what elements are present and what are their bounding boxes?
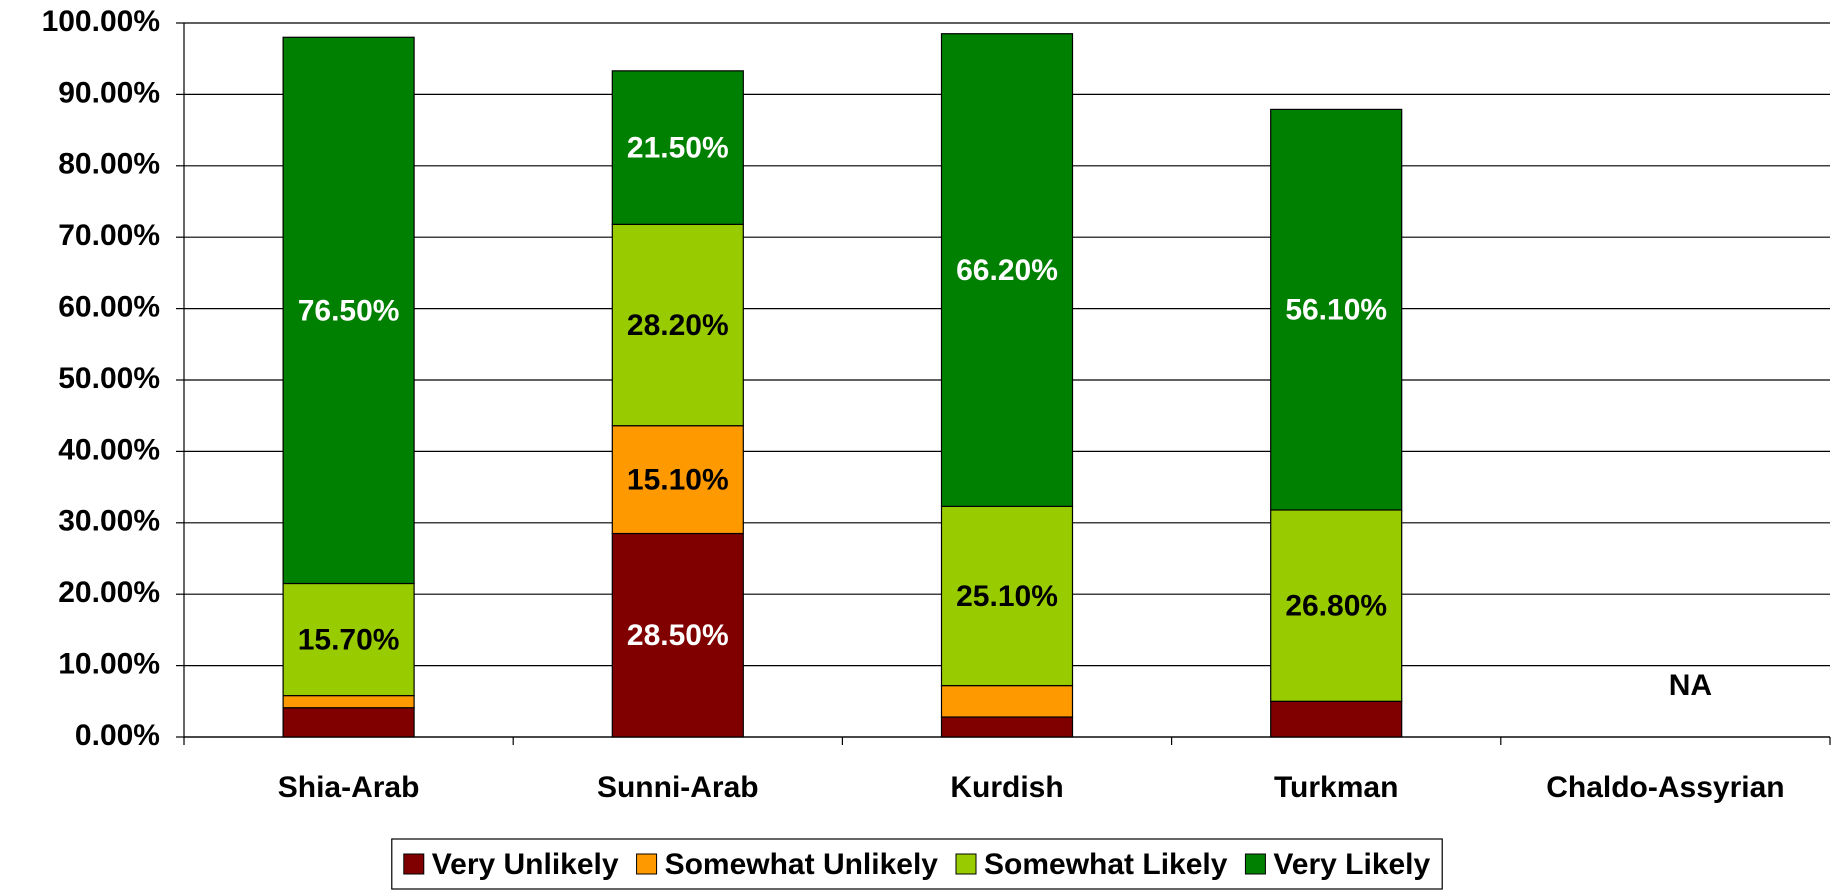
- legend-label: Somewhat Unlikely: [665, 848, 939, 881]
- legend-label: Very Likely: [1273, 848, 1430, 881]
- data-label: 76.50%: [298, 294, 400, 327]
- legend-label: Somewhat Likely: [984, 848, 1228, 881]
- bar-segment: [282, 707, 415, 738]
- bar-segment: [940, 33, 1074, 507]
- x-tick-label: Kurdish: [950, 771, 1063, 804]
- y-tick-label: 10.00%: [58, 648, 160, 681]
- bar-segment: [1270, 108, 1403, 511]
- bar-segment: [282, 582, 415, 697]
- data-label: 26.80%: [1285, 590, 1387, 623]
- legend-swatch: [636, 853, 658, 875]
- data-label: 28.50%: [627, 619, 729, 652]
- bar-segment: [940, 684, 1074, 718]
- bar-segment: [940, 505, 1074, 687]
- bar-segment: [1270, 509, 1403, 702]
- bar-segment: [611, 223, 744, 427]
- bar-segment: [282, 36, 415, 585]
- data-label: 15.10%: [627, 464, 729, 497]
- x-tick-label: Chaldo-Assyrian: [1546, 771, 1784, 804]
- legend-label: Very Unlikely: [432, 848, 619, 881]
- data-label: 28.20%: [627, 309, 729, 342]
- legend-swatch: [955, 853, 977, 875]
- data-label: 66.20%: [956, 254, 1058, 287]
- y-tick-label: 90.00%: [58, 76, 160, 109]
- y-tick-label: 40.00%: [58, 433, 160, 466]
- y-tick-label: 50.00%: [58, 362, 160, 395]
- x-tick-label: Turkman: [1274, 771, 1398, 804]
- legend-swatch: [1244, 853, 1266, 875]
- x-tick-label: Shia-Arab: [278, 771, 420, 804]
- bar-segment: [282, 694, 415, 709]
- bar-segment: [1270, 700, 1403, 738]
- data-label: 21.50%: [627, 132, 729, 165]
- bar-segment: [611, 532, 744, 738]
- y-tick-label: 100.00%: [42, 5, 160, 38]
- y-tick-label: 20.00%: [58, 576, 160, 609]
- annotation: NA: [1669, 669, 1712, 702]
- legend-swatch: [403, 853, 425, 875]
- data-label: 25.10%: [956, 580, 1058, 613]
- y-tick-label: 80.00%: [58, 148, 160, 181]
- data-label: 56.10%: [1285, 294, 1387, 327]
- legend: [391, 838, 1443, 890]
- y-tick-label: 60.00%: [58, 291, 160, 324]
- bar-segment: [940, 716, 1074, 738]
- y-tick-label: 30.00%: [58, 505, 160, 538]
- x-tick-label: Sunni-Arab: [597, 771, 759, 804]
- y-tick-label: 70.00%: [58, 219, 160, 252]
- bar-segment: [611, 70, 744, 225]
- data-label: 15.70%: [298, 623, 400, 656]
- y-tick-label: 0.00%: [75, 719, 160, 752]
